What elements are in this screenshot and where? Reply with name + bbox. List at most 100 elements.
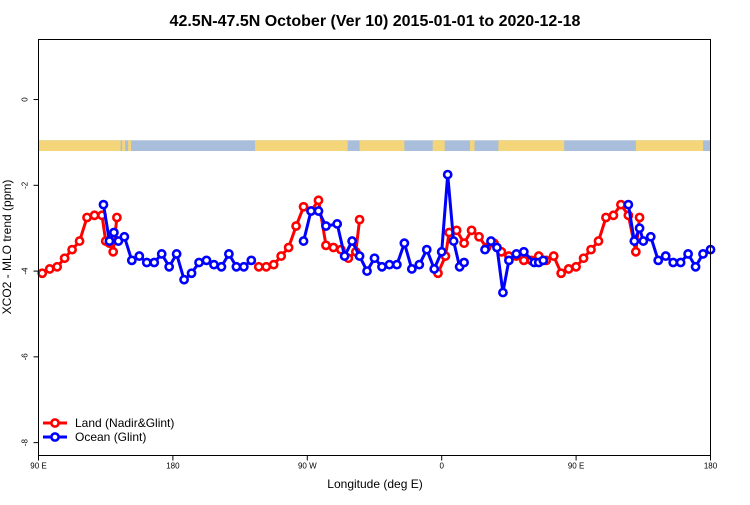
ocean-series-point — [406, 264, 417, 274]
land-series-point — [253, 261, 264, 272]
land-series-point — [298, 201, 309, 212]
ocean-series-point — [119, 231, 130, 242]
ocean-series-point — [171, 249, 182, 259]
x-axis: 90 E 180 90 W 0 90 E 180 — [30, 455, 718, 471]
ocean-series-point — [645, 231, 656, 242]
surface-strip — [38, 140, 711, 152]
land-segment — [128, 140, 132, 152]
ocean-series-point — [486, 236, 496, 246]
ocean-series-point — [634, 223, 645, 234]
y-tick-label: -8 — [21, 439, 30, 447]
legend-label: Ocean (Glint) — [75, 430, 146, 444]
ocean-series-point — [223, 249, 234, 259]
x-axis-label: Longitude (deg E) — [327, 477, 422, 491]
land-segment — [498, 140, 565, 152]
land-series-point — [466, 225, 477, 236]
land-segment — [38, 140, 121, 152]
land-series-point — [459, 238, 469, 249]
ocean-series-point — [354, 251, 365, 261]
land-series-point — [608, 210, 619, 221]
ocean-series-point — [399, 238, 410, 249]
ocean-series-point — [668, 257, 679, 268]
land-segment — [432, 140, 445, 152]
ocean-series-point — [339, 251, 350, 261]
ocean-series-point — [149, 257, 160, 268]
land-series-point — [321, 240, 331, 251]
legend: Land (Nadir&Glint)Ocean (Glint) — [43, 416, 174, 444]
land-series-point — [601, 212, 611, 223]
land-series-point — [586, 244, 596, 255]
land-series-point — [328, 242, 339, 253]
ocean-series-point — [690, 261, 701, 272]
ocean-series-point — [98, 199, 109, 210]
y-tick-label: -6 — [21, 353, 30, 361]
ocean-series-point — [660, 251, 671, 261]
land-series-point — [67, 244, 77, 255]
ocean-series-point — [480, 244, 490, 255]
land-segment — [255, 140, 348, 152]
legend-label: Land (Nadir&Glint) — [75, 416, 174, 430]
land-series-point — [52, 261, 63, 272]
ocean-series-point — [498, 287, 508, 298]
ocean-series-point — [629, 236, 640, 246]
ocean-series-point — [653, 255, 664, 266]
land-series-point — [283, 242, 294, 253]
ocean-series-point — [442, 169, 453, 180]
ocean-series-point — [698, 249, 708, 259]
ocean-series-point — [194, 257, 204, 268]
ocean-series-point — [109, 227, 119, 238]
ocean-series-point — [623, 199, 634, 210]
land-series-point — [313, 195, 324, 206]
x-tick-label: 180 — [166, 462, 180, 471]
land-series-point — [291, 221, 301, 231]
legend-item: Ocean (Glint) — [43, 430, 146, 444]
ocean-series-point — [126, 255, 137, 266]
y-axis: 0 -2 -4 -6 -8 — [21, 97, 39, 446]
land-series-point — [571, 261, 581, 272]
land-series-point — [616, 199, 626, 210]
ocean-series-point — [179, 274, 189, 285]
land-series-point — [578, 253, 589, 264]
land-series-point — [276, 251, 287, 261]
land-series-point — [108, 246, 119, 257]
ocean-series-point — [448, 236, 459, 246]
x-tick-label: 180 — [704, 462, 718, 471]
ocean-series-point — [156, 249, 167, 259]
land-segment — [635, 140, 704, 152]
ocean-series-point — [332, 219, 343, 229]
land-series-point — [89, 210, 100, 221]
ocean-series-point — [164, 261, 175, 272]
x-tick-label: 90 E — [568, 462, 584, 471]
y-axis-label: XCO2 - MLO trend (ppm) — [0, 180, 14, 315]
land-segment — [122, 140, 126, 152]
land-series-point — [112, 212, 122, 223]
land-series-point — [82, 212, 92, 223]
ocean-series-point — [369, 253, 380, 264]
land-series-point — [59, 253, 70, 264]
land-series-point — [593, 236, 604, 246]
ocean-series-point — [313, 206, 324, 216]
ocean-series-point — [391, 259, 402, 270]
ocean-series-point — [377, 261, 387, 272]
ocean-series-point — [638, 236, 649, 246]
land-series-point — [630, 246, 641, 257]
ocean-series-point — [306, 206, 316, 216]
ocean-series-point — [238, 261, 249, 272]
ocean-series-point — [518, 246, 529, 257]
land-segment — [359, 140, 405, 152]
x-tick-label: 90 W — [298, 462, 317, 471]
ocean-series-point — [347, 236, 357, 246]
land-series-point — [261, 261, 272, 272]
y-tick-label: 0 — [21, 97, 30, 102]
land-series-point — [268, 259, 279, 270]
plot-frame — [38, 39, 711, 456]
land-segment — [470, 140, 475, 152]
ocean-series-point — [209, 259, 219, 270]
ocean-series-point — [511, 249, 522, 259]
ocean-series-point — [492, 242, 502, 253]
land-series-point — [474, 231, 484, 242]
chart-title: 42.5N-47.5N October (Ver 10) 2015-01-01 … — [170, 13, 581, 30]
